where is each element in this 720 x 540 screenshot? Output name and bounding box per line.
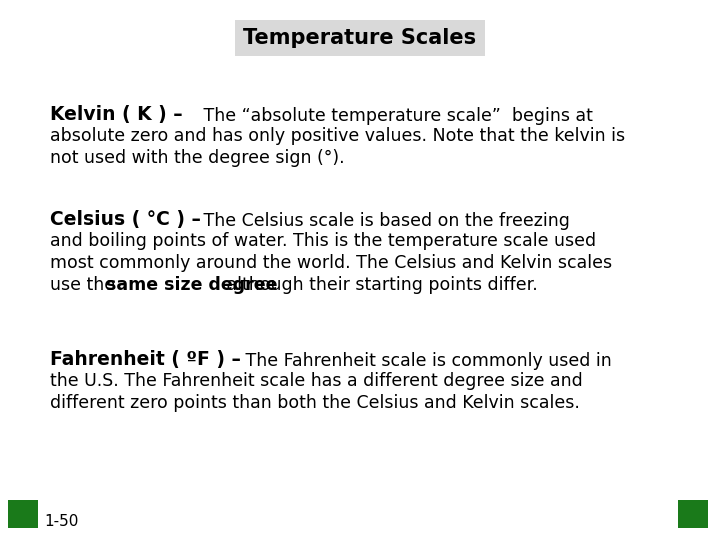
Text: not used with the degree sign (°).: not used with the degree sign (°). (50, 149, 345, 167)
Text: The Celsius scale is based on the freezing: The Celsius scale is based on the freezi… (198, 212, 570, 230)
Text: same size degree: same size degree (106, 276, 277, 294)
Text: 1-50: 1-50 (44, 514, 78, 529)
Text: Temperature Scales: Temperature Scales (243, 28, 477, 48)
Text: the U.S. The Fahrenheit scale has a different degree size and: the U.S. The Fahrenheit scale has a diff… (50, 372, 582, 390)
Bar (8, 500, 38, 528)
Bar (678, 500, 708, 528)
Text: and boiling points of water. This is the temperature scale used: and boiling points of water. This is the… (50, 232, 596, 250)
Text: The Fahrenheit scale is commonly used in: The Fahrenheit scale is commonly used in (240, 352, 612, 370)
Text: Kelvin ( K ) –: Kelvin ( K ) – (50, 105, 183, 124)
Text: Celsius ( °C ) –: Celsius ( °C ) – (50, 210, 201, 229)
Text: although their starting points differ.: although their starting points differ. (221, 276, 538, 294)
Text: Fahrenheit ( ºF ) –: Fahrenheit ( ºF ) – (50, 350, 241, 369)
Text: The “absolute temperature scale”  begins at: The “absolute temperature scale” begins … (198, 107, 593, 125)
Text: absolute zero and has only positive values. Note that the kelvin is: absolute zero and has only positive valu… (50, 127, 625, 145)
Text: different zero points than both the Celsius and Kelvin scales.: different zero points than both the Cels… (50, 394, 580, 412)
Text: most commonly around the world. The Celsius and Kelvin scales: most commonly around the world. The Cels… (50, 254, 612, 272)
Text: use the: use the (50, 276, 121, 294)
